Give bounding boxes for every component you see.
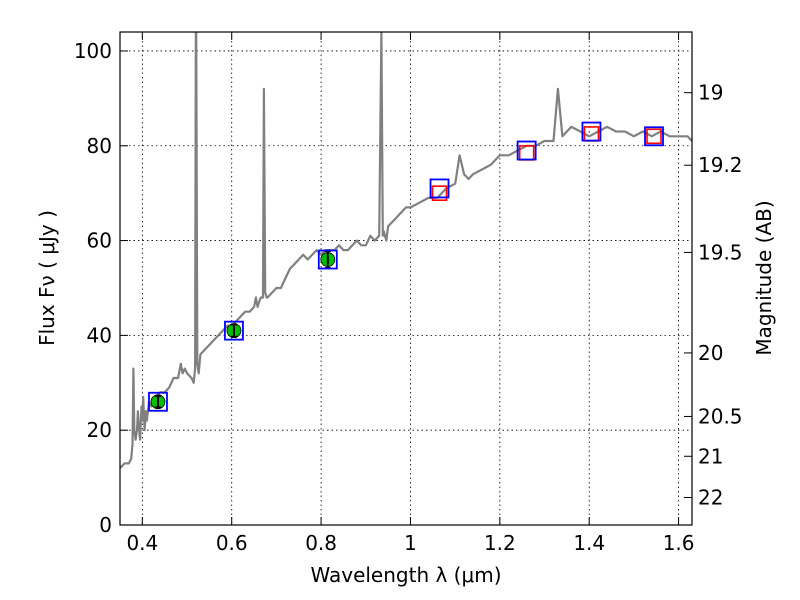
model-box-marker	[516, 140, 537, 161]
x-tick-label: 1.6	[663, 531, 695, 555]
y-tick-label: 0	[99, 513, 112, 537]
right-tick-label: 20	[698, 341, 723, 365]
spectrum-line	[120, 32, 692, 469]
x-axis-label: Wavelength λ (μm)	[310, 563, 501, 587]
x-tick-label: 1.4	[573, 531, 605, 555]
x-tick-label: 0.8	[305, 531, 337, 555]
y-tick-label: 100	[74, 39, 112, 63]
y-tick-labels: 0 20 40 60 80 100	[74, 39, 112, 537]
y-tick-label: 60	[87, 229, 112, 253]
model-box-marker	[644, 126, 664, 147]
model-box-marker	[581, 121, 602, 142]
y-tick-label: 80	[87, 134, 112, 158]
x-tick-labels: 0.4 0.6 0.8 1 1.2 1.4 1.6	[126, 531, 694, 555]
right-tick-label: 19.2	[698, 153, 743, 177]
right-tick-labels: 19 19.2 19.5 20 20.5 21 22	[698, 81, 743, 510]
upper-limit-marker	[646, 128, 662, 145]
right-tick-label: 20.5	[698, 404, 743, 428]
right-tick-label: 19	[698, 81, 723, 105]
tick-marks	[120, 32, 692, 526]
plot-frame	[119, 31, 693, 526]
model-box-marker	[224, 320, 244, 341]
right-tick-label: 19.5	[698, 240, 743, 264]
x-tick-label: 0.4	[126, 531, 158, 555]
y-tick-label: 40	[87, 323, 112, 347]
y-axis-label: Flux Fν ( μJy )	[35, 210, 59, 346]
model-box-marker	[429, 178, 450, 199]
model-box-marker	[148, 391, 168, 412]
grid-lines	[120, 32, 692, 526]
right-axis-label: Magnitude (AB)	[752, 200, 776, 355]
plot-area	[120, 32, 692, 469]
x-tick-label: 1.2	[484, 531, 516, 555]
right-tick-label: 22	[698, 486, 723, 510]
right-tick-label: 21	[698, 444, 723, 468]
upper-limit-marker	[431, 185, 448, 201]
model-box-marker	[317, 249, 338, 270]
x-tick-label: 0.6	[216, 531, 248, 555]
x-tick-label: 1	[404, 531, 417, 555]
y-tick-label: 20	[87, 418, 112, 442]
